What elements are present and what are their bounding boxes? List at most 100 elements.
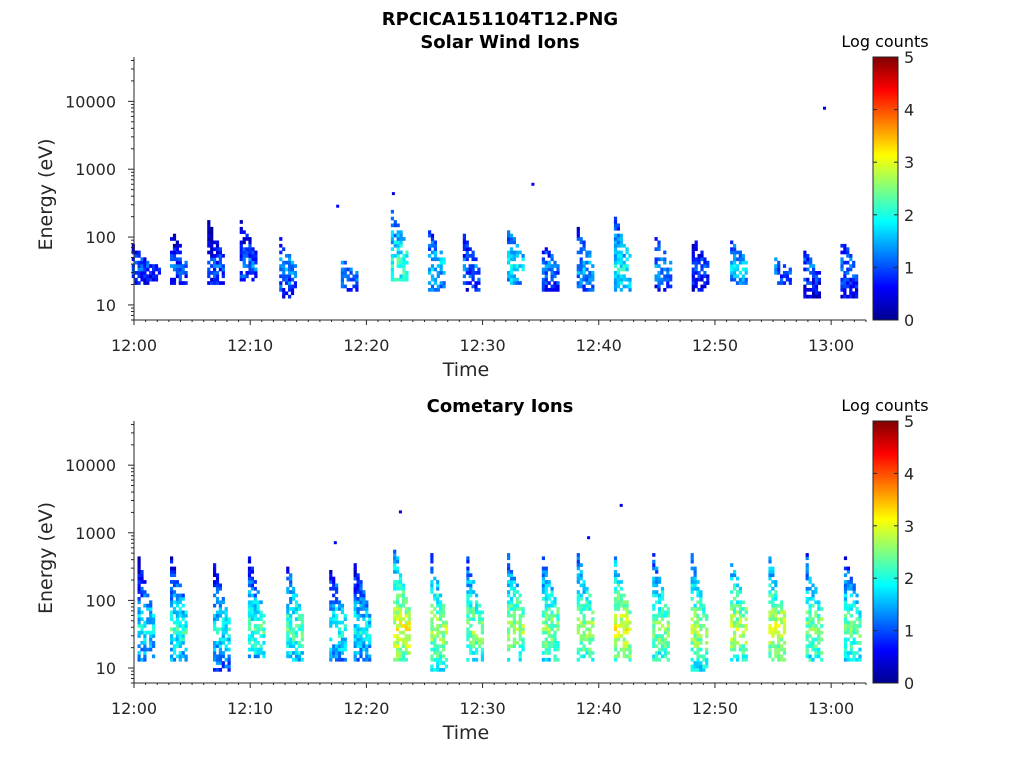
spectrogram-cell (619, 600, 623, 605)
spectrogram-cell (143, 590, 147, 594)
spectrogram-cell (292, 657, 296, 662)
spectrogram-cell (215, 654, 220, 659)
spectrogram-cell (840, 243, 844, 248)
spectrogram-cell (346, 274, 350, 279)
spectrogram-cell (814, 271, 819, 275)
spectrogram-cell (143, 624, 147, 628)
spectrogram-cell (396, 580, 400, 584)
spectrogram-cell (509, 597, 514, 601)
spectrogram-cell (660, 281, 664, 285)
spectrogram-cell (544, 597, 548, 601)
spectrogram-cell (215, 250, 220, 255)
spectrogram-cell (512, 250, 516, 255)
spectrogram-cell (541, 573, 545, 577)
spectrogram-cell (768, 570, 772, 574)
spectrogram-cell (215, 613, 220, 618)
spectrogram-cell (738, 620, 742, 625)
spectrogram-cell (694, 281, 698, 285)
spectrogram-cell (588, 647, 592, 652)
spectrogram-cell (550, 641, 554, 645)
spectrogram-cell (585, 627, 589, 632)
spectrogram-cell (213, 254, 217, 258)
spectrogram-cell (619, 624, 623, 628)
spectrogram-cell (657, 264, 661, 268)
spectrogram-cell (658, 651, 662, 655)
spectrogram-cell (852, 624, 856, 628)
spectrogram-cell (407, 651, 411, 655)
spectrogram-cell (690, 657, 694, 662)
spectrogram-cell (855, 291, 859, 296)
spectrogram-cell (576, 274, 580, 279)
y-tick-label: 1000 (75, 524, 116, 543)
spectrogram-cell (343, 657, 347, 662)
spectrogram-cell (436, 257, 440, 262)
spectrogram-cell (250, 644, 254, 648)
spectrogram-cell (512, 586, 516, 591)
spectrogram-cell (149, 641, 153, 645)
spectrogram-cell (353, 624, 357, 628)
spectrogram-cell (143, 257, 147, 262)
spectrogram-cell (472, 617, 476, 621)
spectrogram-cell (227, 668, 231, 672)
spectrogram-cell (340, 267, 344, 272)
spectrogram-cell (134, 271, 138, 275)
spectrogram-cell (175, 247, 179, 251)
spectrogram-cell (777, 637, 781, 642)
spectrogram-cell (855, 600, 859, 605)
spectrogram-cell (768, 559, 772, 564)
spectrogram-cell (852, 657, 856, 662)
spectrogram-cell (780, 634, 784, 638)
spectrogram-cell (140, 627, 144, 632)
spectrogram-cell (242, 264, 246, 268)
spectrogram-cell (181, 630, 185, 635)
spectrogram-cell (582, 603, 586, 608)
spectrogram-cell (462, 237, 466, 241)
spectrogram-cell (218, 668, 222, 672)
spectrogram-cell (152, 627, 156, 632)
spectrogram-cell (218, 607, 222, 611)
spectrogram-cell (175, 583, 179, 588)
spectrogram-cell (774, 644, 778, 648)
spectrogram-cell (140, 617, 144, 621)
spectrogram-cell (286, 613, 290, 618)
spectrogram-cell (849, 627, 853, 632)
spectrogram-cell (247, 559, 252, 564)
spectrogram-cell (289, 637, 293, 642)
spectrogram-cell (396, 570, 400, 574)
spectrogram-cell (172, 590, 177, 594)
spectrogram-cell (840, 267, 844, 272)
spectrogram-cell (368, 654, 372, 659)
spectrogram-cell (669, 260, 673, 265)
spectrogram-cell (518, 654, 522, 659)
spectrogram-cell (547, 288, 551, 292)
spectrogram-cell (137, 600, 141, 605)
spectrogram-cell (428, 271, 432, 275)
spectrogram-cell (140, 647, 144, 652)
spectrogram-cell (365, 630, 369, 635)
spectrogram-cell (547, 250, 551, 255)
spectrogram-cell (619, 580, 623, 584)
spectrogram-cell (175, 624, 179, 628)
spectrogram-cell (393, 610, 397, 615)
isolated-count (531, 182, 535, 186)
spectrogram-cell (544, 593, 548, 598)
spectrogram-cell (846, 284, 850, 289)
spectrogram-cell (170, 250, 174, 255)
spectrogram-cell (582, 583, 586, 588)
spectrogram-cell (441, 607, 446, 611)
spectrogram-cell (250, 583, 254, 588)
spectrogram-cell (292, 610, 296, 615)
spectrogram-cell (297, 654, 301, 659)
spectrogram-cell (509, 576, 514, 581)
spectrogram-cell (172, 583, 177, 588)
spectrogram-cell (362, 657, 366, 662)
spectrogram-cell (814, 274, 819, 279)
spectrogram-cell (521, 647, 525, 652)
spectrogram-cell (817, 627, 821, 632)
spectrogram-cell (430, 553, 434, 557)
spectrogram-cell (289, 641, 293, 645)
spectrogram-cell (579, 603, 583, 608)
spectrogram-cell (407, 617, 411, 621)
spectrogram-cell (591, 620, 595, 625)
spectrogram-cell (782, 610, 787, 615)
